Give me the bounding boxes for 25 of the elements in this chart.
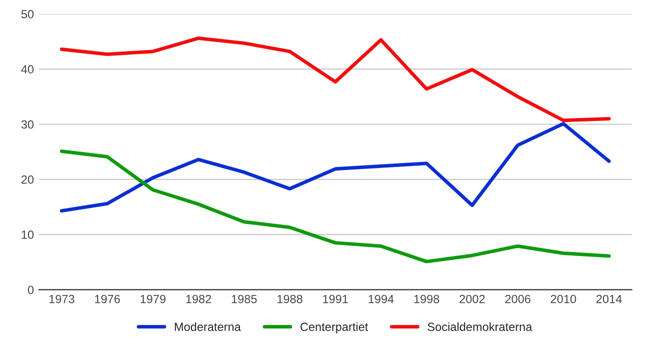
line-series	[60, 150, 611, 264]
y-tick-label: 50	[21, 10, 34, 18]
y-tick-label: 10	[22, 230, 34, 239]
x-tick-label: 1982	[186, 294, 212, 304]
line-series	[60, 122, 611, 213]
y-tick-label: 20	[21, 175, 34, 184]
y-tick-label: 30	[21, 120, 34, 129]
line-series	[60, 36, 611, 122]
x-tick-label: 2006	[505, 294, 530, 304]
legend-label: Centerpartiet	[300, 322, 368, 334]
x-tick-label: 2002	[460, 294, 485, 304]
x-tick-label: 1979	[140, 294, 166, 304]
x-tick-label: 2010	[550, 294, 576, 304]
x-tick-label: 1973	[49, 294, 74, 304]
legend-label: Socialdemokraterna	[428, 322, 532, 332]
x-tick-label: 1976	[95, 294, 120, 304]
x-tick-label: 1994	[368, 294, 394, 304]
x-tick-label: 1988	[278, 294, 302, 304]
x-tick-label: 1985	[232, 294, 257, 304]
x-tick-label: 1998	[414, 294, 440, 304]
x-tick-label: 1991	[323, 294, 348, 304]
legend-label: Moderaterna	[174, 322, 241, 332]
x-tick-label: 2014	[596, 294, 622, 304]
y-tick-label: 0	[28, 286, 34, 294]
y-tick-label: 40	[21, 65, 34, 74]
